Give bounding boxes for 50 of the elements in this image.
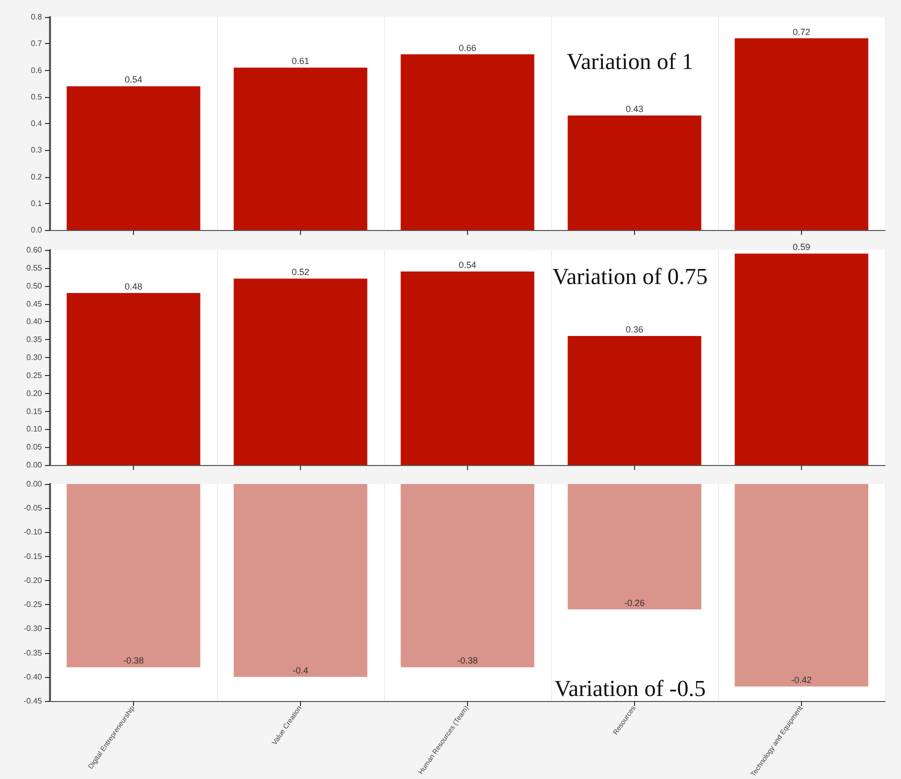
y-tick-label: 0.25 xyxy=(26,370,43,380)
y-tick-label: 0.0 xyxy=(30,226,43,234)
text: Variation of 0.75 xyxy=(552,264,708,289)
y-tick-label: 0.20 xyxy=(26,388,43,398)
y-tick-label: 0.60 xyxy=(26,246,43,254)
y-tick-label: 0.00 xyxy=(26,480,43,488)
y-tick-label: -0.05 xyxy=(24,504,43,513)
y-tick-label: 0.4 xyxy=(30,119,43,128)
y-tick-label: -0.35 xyxy=(24,648,43,658)
data-label: 0.61 xyxy=(292,56,310,66)
y-tick-label: 0.40 xyxy=(26,317,43,326)
y-tick-label: 0.30 xyxy=(26,353,43,362)
y-tick-label: -0.40 xyxy=(24,672,43,682)
data-label: 0.72 xyxy=(792,26,810,37)
text: Variation of 1 xyxy=(566,49,694,74)
y-tick-label: 0.10 xyxy=(26,424,43,434)
y-tick-label: 0.6 xyxy=(30,66,43,75)
y-tick-label: 0.00 xyxy=(26,460,43,470)
data-label: 0.52 xyxy=(292,267,310,278)
data-label: -0.38 xyxy=(123,656,144,666)
y-tick-label: 0.7 xyxy=(30,39,43,48)
y-tick-label: 0.8 xyxy=(30,12,43,22)
data-label: 0.48 xyxy=(124,282,142,292)
y-tick-label: 0.35 xyxy=(26,335,43,344)
y-tick-label: 0.45 xyxy=(26,299,43,308)
y-tick-label: 0.3 xyxy=(30,146,43,155)
y-tick-label: -0.10 xyxy=(24,528,43,537)
y-tick-label: -0.25 xyxy=(24,600,43,610)
data-label: 0.66 xyxy=(458,42,476,53)
data-label: -0.42 xyxy=(791,675,812,686)
data-label: -0.38 xyxy=(457,656,478,666)
data-label: 0.54 xyxy=(124,74,142,85)
y-tick-label: 0.1 xyxy=(30,198,43,208)
y-tick-label: -0.30 xyxy=(24,624,43,634)
y-tick-label: 0.5 xyxy=(30,92,43,102)
data-label: -0.4 xyxy=(292,665,308,676)
y-tick-label: 0.50 xyxy=(26,281,43,290)
y-tick-label: 0.05 xyxy=(26,442,43,452)
y-tick-label: 0.55 xyxy=(26,263,43,272)
y-tick-label: -0.20 xyxy=(24,576,43,585)
y-tick-label: 0.2 xyxy=(30,172,43,182)
data-label: 0.59 xyxy=(792,242,810,252)
data-label: 0.54 xyxy=(458,260,476,270)
data-label: -0.26 xyxy=(624,598,645,608)
y-tick-label: -0.45 xyxy=(24,696,43,706)
y-tick-label: 0.15 xyxy=(26,406,43,416)
y-tick-label: -0.15 xyxy=(24,552,43,561)
data-label: 0.36 xyxy=(626,324,644,334)
text: Variation of -0.5 xyxy=(554,676,706,701)
data-label: 0.43 xyxy=(626,104,644,114)
